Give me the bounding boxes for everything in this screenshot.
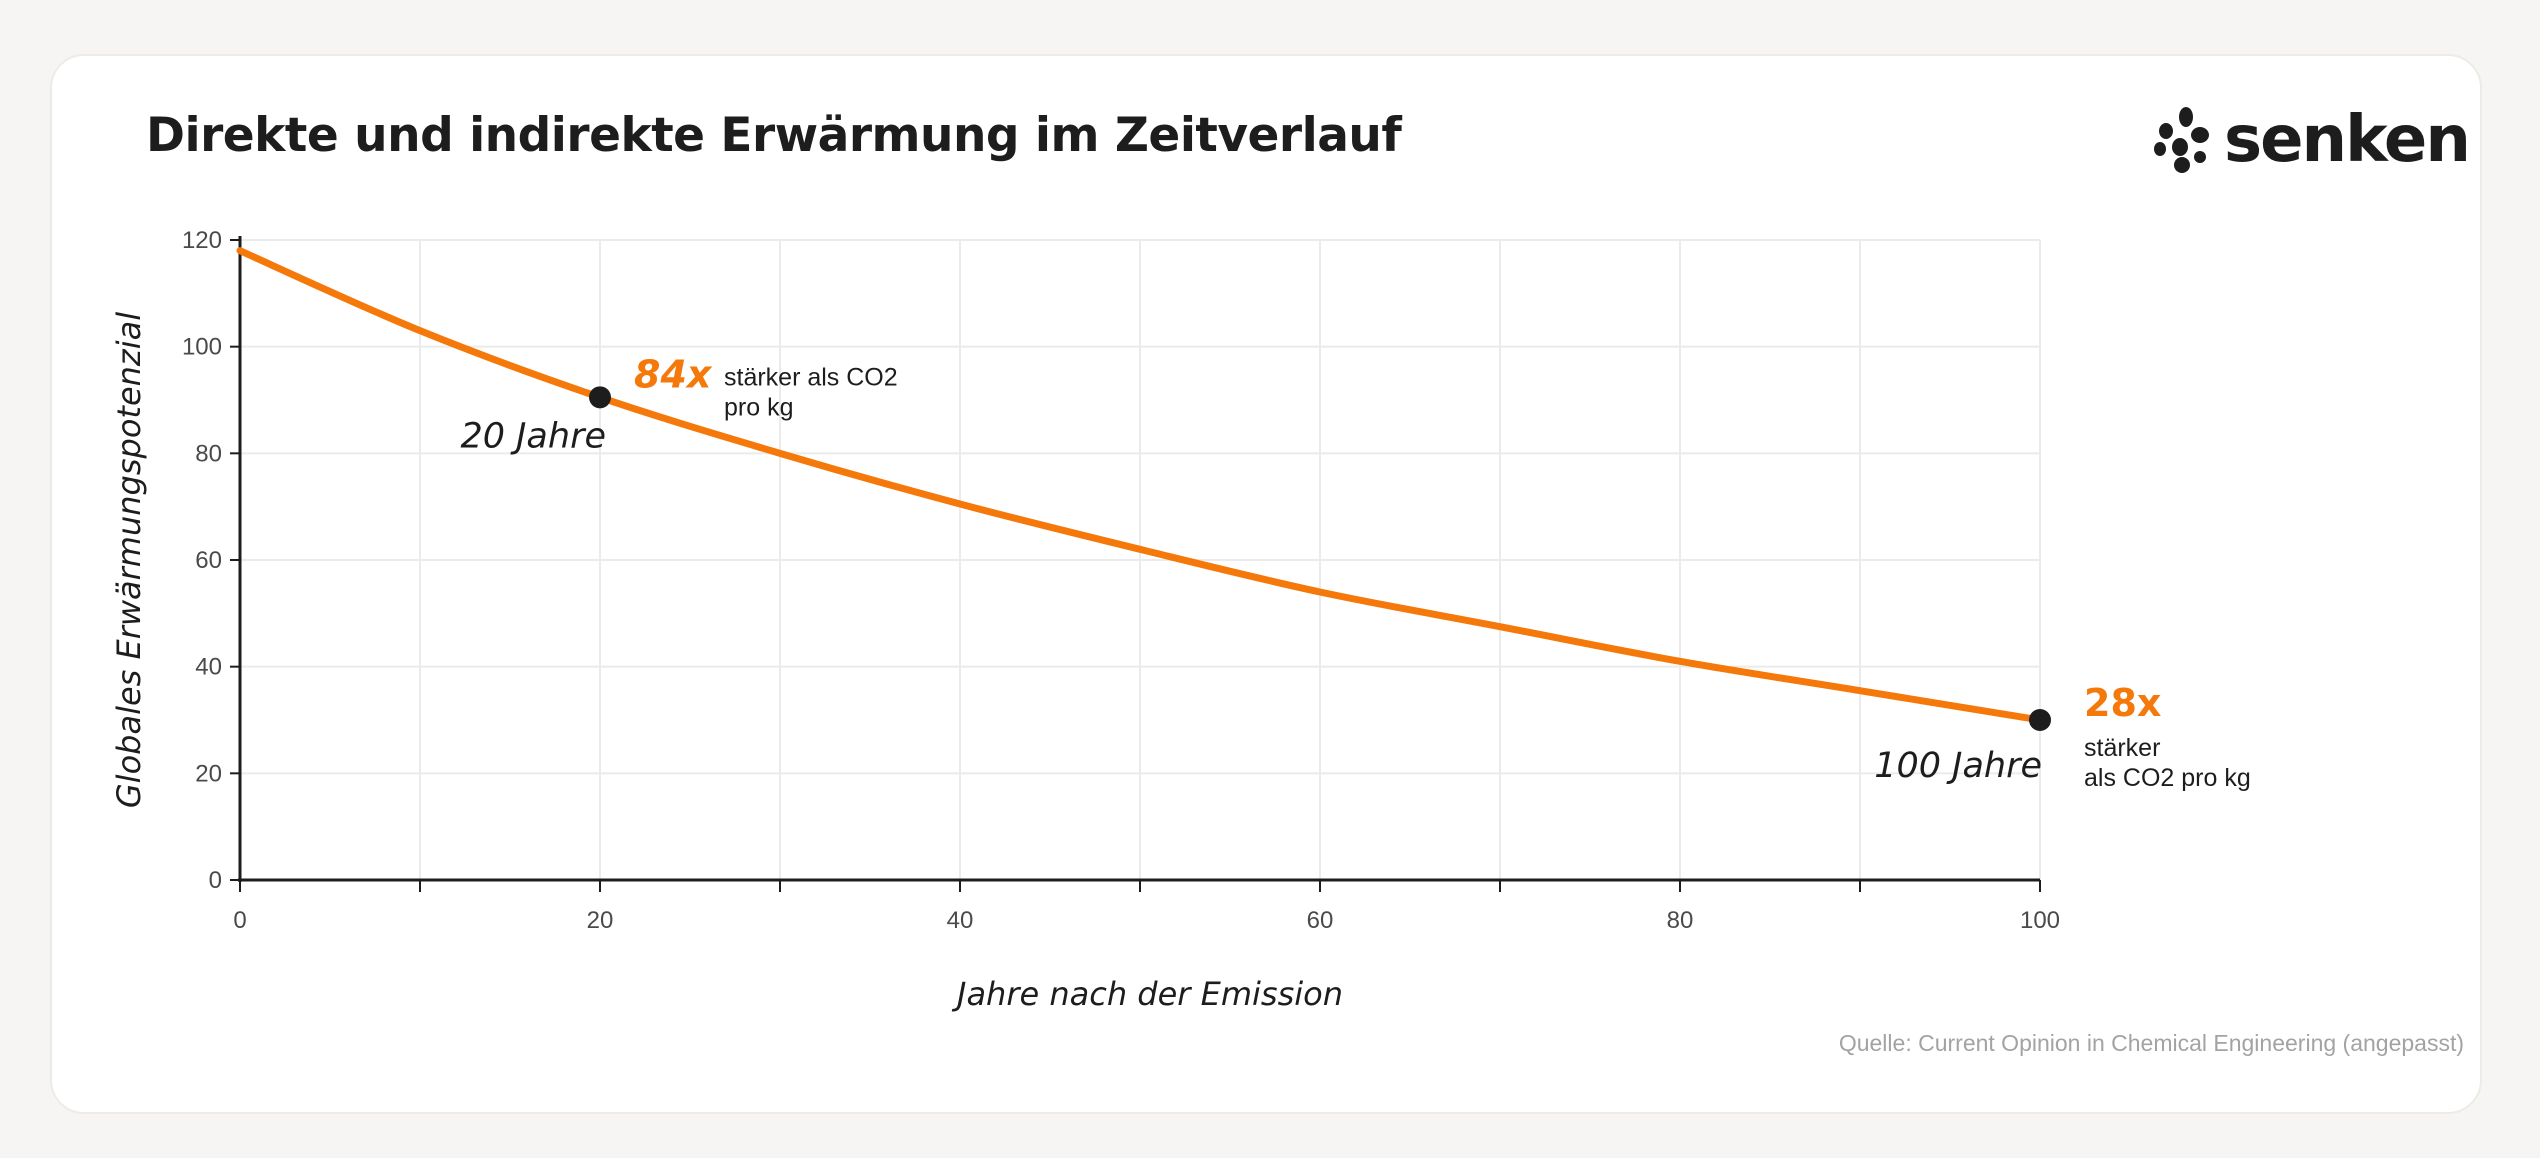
x-tick-label-80: 80: [1667, 907, 1694, 934]
marker-point-100: [2029, 709, 2051, 731]
y-tick-label-60: 60: [195, 547, 222, 574]
x-tick-label-100: 100: [2020, 907, 2060, 934]
series-line-gwp: [236, 247, 2044, 724]
axes: [230, 236, 2041, 892]
y-axis-title: Globales Erwärmungspotenzial: [110, 312, 148, 808]
marker-point-20: [589, 386, 611, 409]
x-axis-title: Jahre nach der Emission: [951, 975, 1343, 1013]
annotation-20-years-label: 20 Jahre: [460, 416, 606, 456]
annotation-84x-factor: 84x: [634, 352, 713, 396]
y-tick-label-100: 100: [182, 334, 222, 361]
source-note: Quelle: Current Opinion in Chemical Engi…: [1838, 1030, 2464, 1056]
annotation-28x-desc-line2: als CO2 pro kg: [2084, 764, 2251, 792]
logo-text: senken: [2224, 103, 2471, 177]
annotation-28x-desc-line1: stärker: [2084, 734, 2160, 762]
annotation-28x-factor: 28x: [2084, 681, 2161, 725]
x-tick-label-20: 20: [587, 907, 614, 934]
markers: [589, 386, 2051, 731]
annotation-84x-desc-line2: pro kg: [724, 393, 793, 421]
x-tick-label-40: 40: [947, 907, 974, 934]
chart-title: Direkte und indirekte Erwärmung im Zeitv…: [146, 108, 1402, 163]
y-tick-label-80: 80: [195, 440, 222, 467]
x-tick-label-60: 60: [1307, 907, 1334, 934]
y-tick-label-120: 120: [182, 227, 222, 254]
senken-dots-icon: [2154, 107, 2209, 173]
y-tick-label-20: 20: [195, 760, 222, 787]
tick-labels: 0 20 40 60 80 100 0 20 40 60 80 100 120: [182, 227, 2060, 934]
x-tick-label-0: 0: [233, 907, 246, 934]
y-tick-label-0: 0: [209, 867, 222, 894]
chart-card: [50, 54, 2482, 1114]
y-tick-label-40: 40: [195, 654, 222, 681]
grid: [239, 239, 2041, 881]
senken-logo[interactable]: senken: [2152, 100, 2471, 180]
annotation-84x-desc-line1: stärker als CO2: [724, 363, 898, 391]
annotation-100-years-label: 100 Jahre: [1874, 746, 2042, 786]
